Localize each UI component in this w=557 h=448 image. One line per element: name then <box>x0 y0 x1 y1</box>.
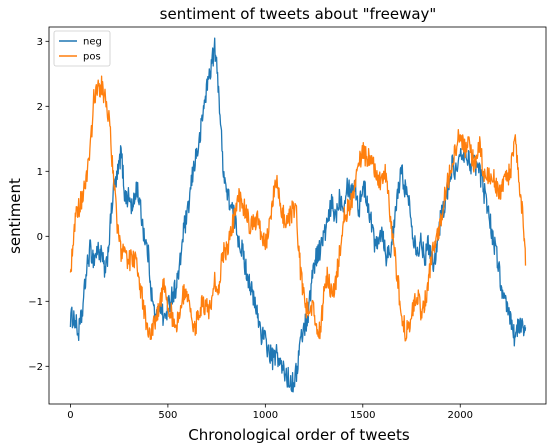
x-tick-label: 0 <box>67 410 73 421</box>
legend-label-pos: pos <box>83 52 101 63</box>
chart-title: sentiment of tweets about "freeway" <box>160 5 437 23</box>
x-tick-label: 500 <box>158 410 177 421</box>
series-line-neg <box>69 37 527 393</box>
legend: neg pos <box>53 30 111 67</box>
y-tick-label: −2 <box>28 362 43 373</box>
x-tick-label: 2000 <box>448 410 473 421</box>
x-tick-label: 1500 <box>350 410 375 421</box>
legend-box <box>53 30 111 67</box>
legend-label-neg: neg <box>83 37 102 48</box>
y-tick-label: 2 <box>37 102 43 113</box>
x-axis-label: Chronological order of tweets <box>188 426 410 444</box>
series-line-pos <box>69 75 527 342</box>
y-tick-label: 1 <box>37 167 43 178</box>
y-tick-label: 0 <box>37 232 43 243</box>
y-axis-label: sentiment <box>6 178 24 254</box>
x-tick-label: 1000 <box>253 410 278 421</box>
y-tick-label: −1 <box>28 297 43 308</box>
y-tick-label: 3 <box>37 37 43 48</box>
axes: 0 500 1000 1500 2000 −2 −1 0 1 2 3 <box>28 26 547 421</box>
plot-frame <box>48 26 547 405</box>
plot-area <box>69 37 527 393</box>
